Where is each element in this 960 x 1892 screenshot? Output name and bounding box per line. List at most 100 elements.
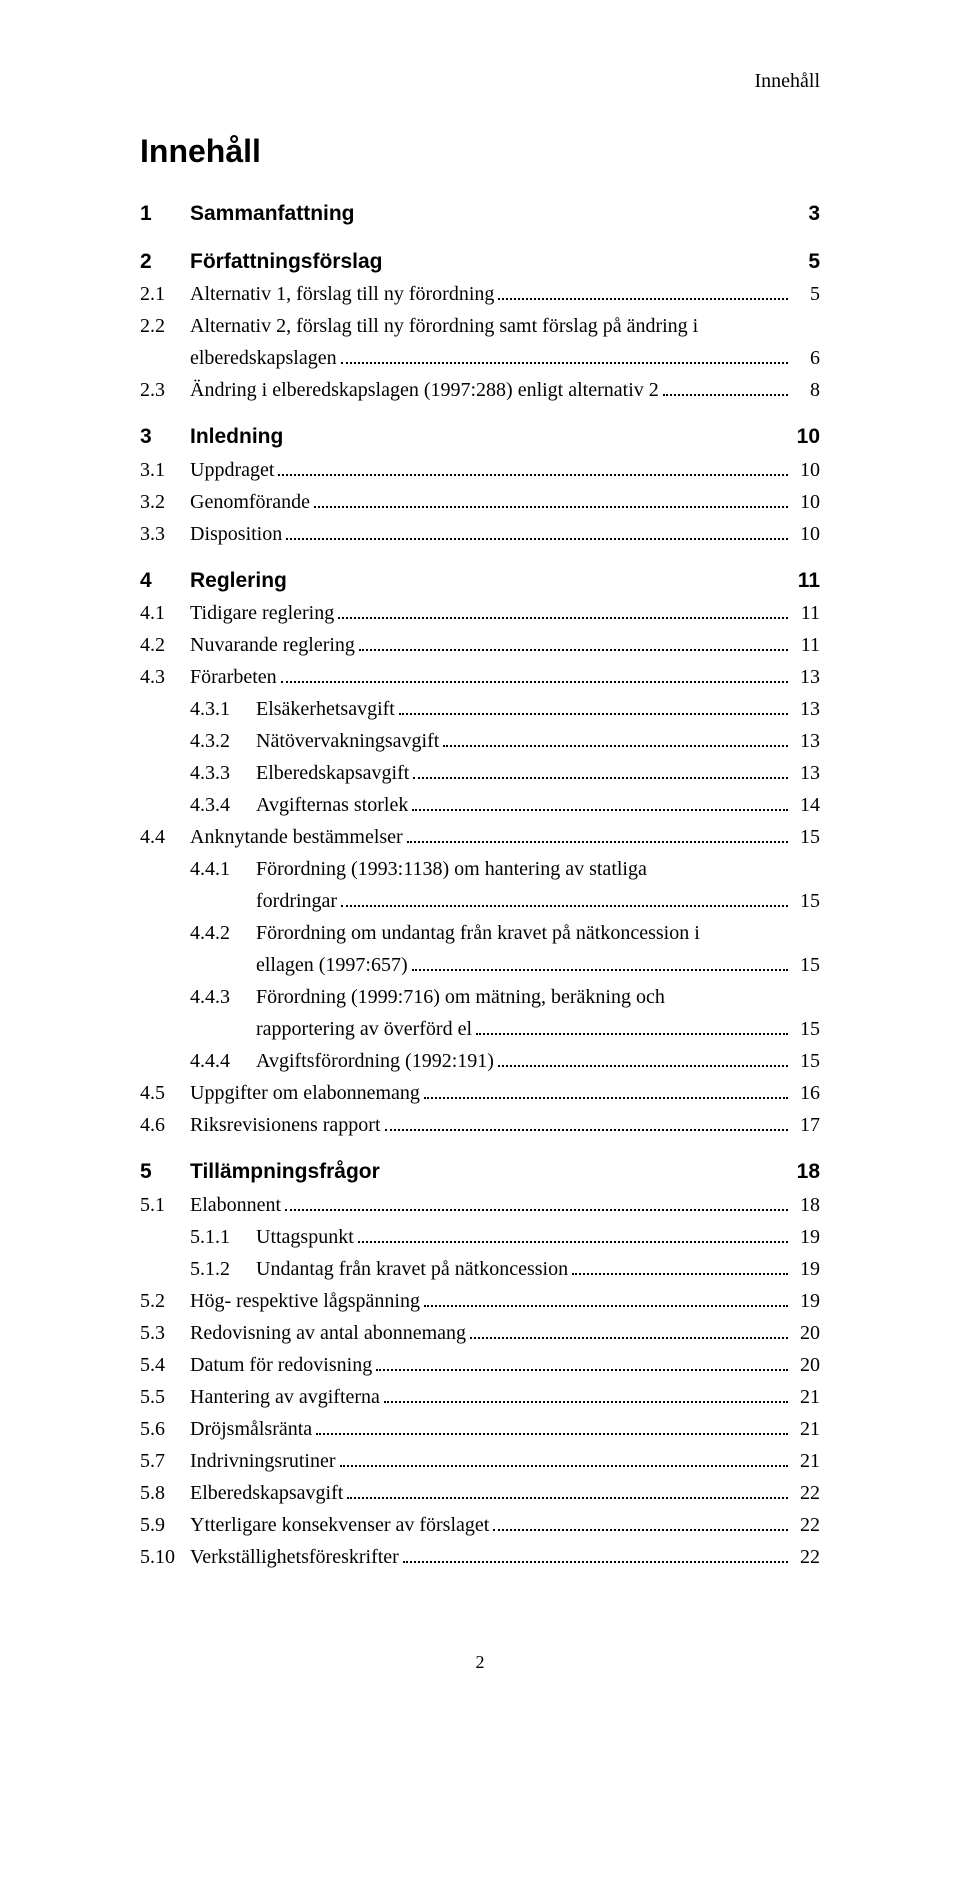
toc-title-continuation: ellagen (1997:657) <box>256 950 408 980</box>
toc-page: 13 <box>792 694 820 724</box>
page-number-footer: 2 <box>140 1652 820 1673</box>
toc-entry: 4.4Anknytande bestämmelser15 <box>140 822 820 852</box>
toc-title: Indrivningsrutiner <box>190 1446 336 1476</box>
toc-title: Tillämpningsfrågor <box>190 1156 380 1188</box>
toc-entry: 4.5Uppgifter om elabonnemang16 <box>140 1078 820 1108</box>
toc-entry: 3.2Genomförande10 <box>140 487 820 517</box>
toc-number: 4.3 <box>140 662 190 692</box>
toc-title: Riksrevisionens rapport <box>190 1110 381 1140</box>
toc-entry: 4.3.4Avgifternas storlek14 <box>140 790 820 820</box>
toc-title: Undantag från kravet på nätkoncession <box>256 1254 568 1284</box>
toc-page: 19 <box>792 1286 820 1316</box>
toc-entry: 5.10Verkställighetsföreskrifter22 <box>140 1542 820 1572</box>
toc-title: Förordning (1999:716) om mätning, beräkn… <box>256 982 665 1012</box>
toc-entry: 2.3Ändring i elberedskapslagen (1997:288… <box>140 375 820 405</box>
toc-number: 1 <box>140 198 190 230</box>
toc-number: 5.9 <box>140 1510 190 1540</box>
toc-title: Elberedskapsavgift <box>256 758 409 788</box>
toc-title: Redovisning av antal abonnemang <box>190 1318 466 1348</box>
toc-title: Uppgifter om elabonnemang <box>190 1078 420 1108</box>
toc-title: Avgiftsförordning (1992:191) <box>256 1046 494 1076</box>
toc-page: 11 <box>792 598 820 628</box>
toc-entry: 5.7Indrivningsrutiner21 <box>140 1446 820 1476</box>
toc-entry: 5.1.1Uttagspunkt19 <box>140 1222 820 1252</box>
toc-number: 5.8 <box>140 1478 190 1508</box>
toc-number: 5.1.1 <box>140 1222 256 1252</box>
toc-number: 4.3.3 <box>140 758 256 788</box>
toc-entry: 4.4.2Förordning om undantag från kravet … <box>140 918 820 980</box>
toc-number: 4 <box>140 565 190 597</box>
toc-title: Avgifternas storlek <box>256 790 408 820</box>
toc-title: Elberedskapsavgift <box>190 1478 343 1508</box>
toc-number: 5.5 <box>140 1382 190 1412</box>
toc-page: 21 <box>792 1382 820 1412</box>
toc-page: 15 <box>792 950 820 980</box>
toc-title: Författningsförslag <box>190 246 383 278</box>
running-header: Innehåll <box>140 70 820 93</box>
toc-title: Genomförande <box>190 487 310 517</box>
toc-page: 15 <box>792 1014 820 1044</box>
toc-title: Anknytande bestämmelser <box>190 822 403 852</box>
toc-entry: 4.4.3Förordning (1999:716) om mätning, b… <box>140 982 820 1044</box>
toc-number: 4.6 <box>140 1110 190 1140</box>
toc-page: 20 <box>792 1318 820 1348</box>
toc-entry: 4Reglering11 <box>140 565 820 597</box>
toc-title: Uppdraget <box>190 455 274 485</box>
toc-title: Elabonnent <box>190 1190 281 1220</box>
toc-page: 10 <box>792 455 820 485</box>
toc-number: 4.1 <box>140 598 190 628</box>
toc-entry: 4.3Förarbeten13 <box>140 662 820 692</box>
toc-entry: 5.3Redovisning av antal abonnemang20 <box>140 1318 820 1348</box>
toc-page: 19 <box>792 1254 820 1284</box>
toc-title: Hantering av avgifterna <box>190 1382 380 1412</box>
toc-title: Dröjsmålsränta <box>190 1414 312 1444</box>
toc-entry: 2Författningsförslag5 <box>140 246 820 278</box>
toc-entry: 5.6Dröjsmålsränta21 <box>140 1414 820 1444</box>
toc-page: 15 <box>792 886 820 916</box>
toc-entry: 5.1Elabonnent18 <box>140 1190 820 1220</box>
toc-number: 5.1.2 <box>140 1254 256 1284</box>
toc-entry: 5.2Hög- respektive lågspänning19 <box>140 1286 820 1316</box>
toc-number: 4.5 <box>140 1078 190 1108</box>
toc-number: 2.1 <box>140 279 190 309</box>
toc-title: Disposition <box>190 519 282 549</box>
toc-title: Nuvarande reglering <box>190 630 355 660</box>
toc-number: 3.2 <box>140 487 190 517</box>
toc-number: 2 <box>140 246 190 278</box>
toc-title: Alternativ 2, förslag till ny förordning… <box>190 311 698 341</box>
toc-number: 4.2 <box>140 630 190 660</box>
toc-title-continuation: rapportering av överförd el <box>256 1014 472 1044</box>
toc-entry: 4.2Nuvarande reglering 11 <box>140 630 820 660</box>
toc-page: 10 <box>792 421 820 453</box>
toc-page: 19 <box>792 1222 820 1252</box>
toc-entry: 5.9Ytterligare konsekvenser av förslaget… <box>140 1510 820 1540</box>
toc-page: 14 <box>792 790 820 820</box>
toc-page: 18 <box>792 1190 820 1220</box>
toc-page: 22 <box>792 1510 820 1540</box>
toc-page: 13 <box>792 726 820 756</box>
toc-page: 11 <box>792 630 820 660</box>
table-of-contents: 1Sammanfattning32Författningsförslag52.1… <box>140 198 820 1572</box>
toc-entry: 1Sammanfattning3 <box>140 198 820 230</box>
toc-number: 3.1 <box>140 455 190 485</box>
toc-number: 5.4 <box>140 1350 190 1380</box>
toc-entry: 5.1.2Undantag från kravet på nätkoncessi… <box>140 1254 820 1284</box>
toc-title-continuation: fordringar <box>256 886 337 916</box>
toc-number: 4.4.2 <box>140 918 256 948</box>
toc-entry: 4.1Tidigare reglering 11 <box>140 598 820 628</box>
toc-page: 20 <box>792 1350 820 1380</box>
toc-title: Tidigare reglering <box>190 598 334 628</box>
toc-entry: 4.3.1Elsäkerhetsavgift13 <box>140 694 820 724</box>
toc-title: Förarbeten <box>190 662 277 692</box>
toc-title: Nätövervakningsavgift <box>256 726 439 756</box>
toc-page: 22 <box>792 1478 820 1508</box>
toc-entry: 3Inledning10 <box>140 421 820 453</box>
page-title: Innehåll <box>140 133 820 170</box>
toc-page: 15 <box>792 822 820 852</box>
toc-number: 5 <box>140 1156 190 1188</box>
toc-title: Sammanfattning <box>190 198 355 230</box>
toc-number: 5.6 <box>140 1414 190 1444</box>
toc-title: Förordning (1993:1138) om hantering av s… <box>256 854 647 884</box>
toc-title: Ytterligare konsekvenser av förslaget <box>190 1510 489 1540</box>
toc-title: Verkställighetsföreskrifter <box>190 1542 399 1572</box>
